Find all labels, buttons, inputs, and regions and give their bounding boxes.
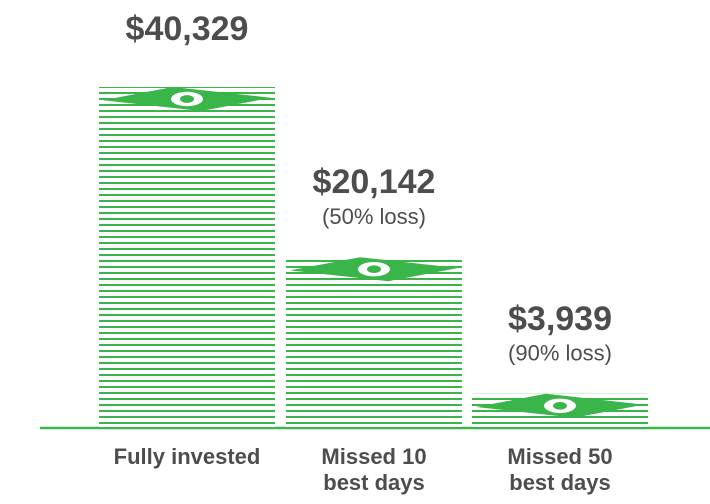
value-note: (90% loss) (508, 341, 612, 366)
value-note: (50% loss) (322, 204, 426, 229)
chart: $40,329 $20,142 (50% loss) $3,939 (90% loss)… (0, 0, 710, 504)
money-stack (99, 87, 275, 427)
money-stack (286, 257, 462, 427)
category-label: Missed 50 best days (485, 444, 635, 496)
dollar-icon-inner (553, 402, 567, 410)
category-label: Missed 10 best days (299, 444, 449, 496)
dollar-icon-inner (367, 265, 381, 273)
value-label: $3,939 (508, 300, 612, 338)
value-label: $40,329 (126, 10, 249, 48)
category-label: Fully invested (112, 444, 262, 470)
dollar-icon-inner (180, 95, 194, 103)
chart-canvas: $40,329 $20,142 (50% loss) $3,939 (90% loss) (0, 0, 710, 504)
value-label: $20,142 (313, 163, 436, 201)
